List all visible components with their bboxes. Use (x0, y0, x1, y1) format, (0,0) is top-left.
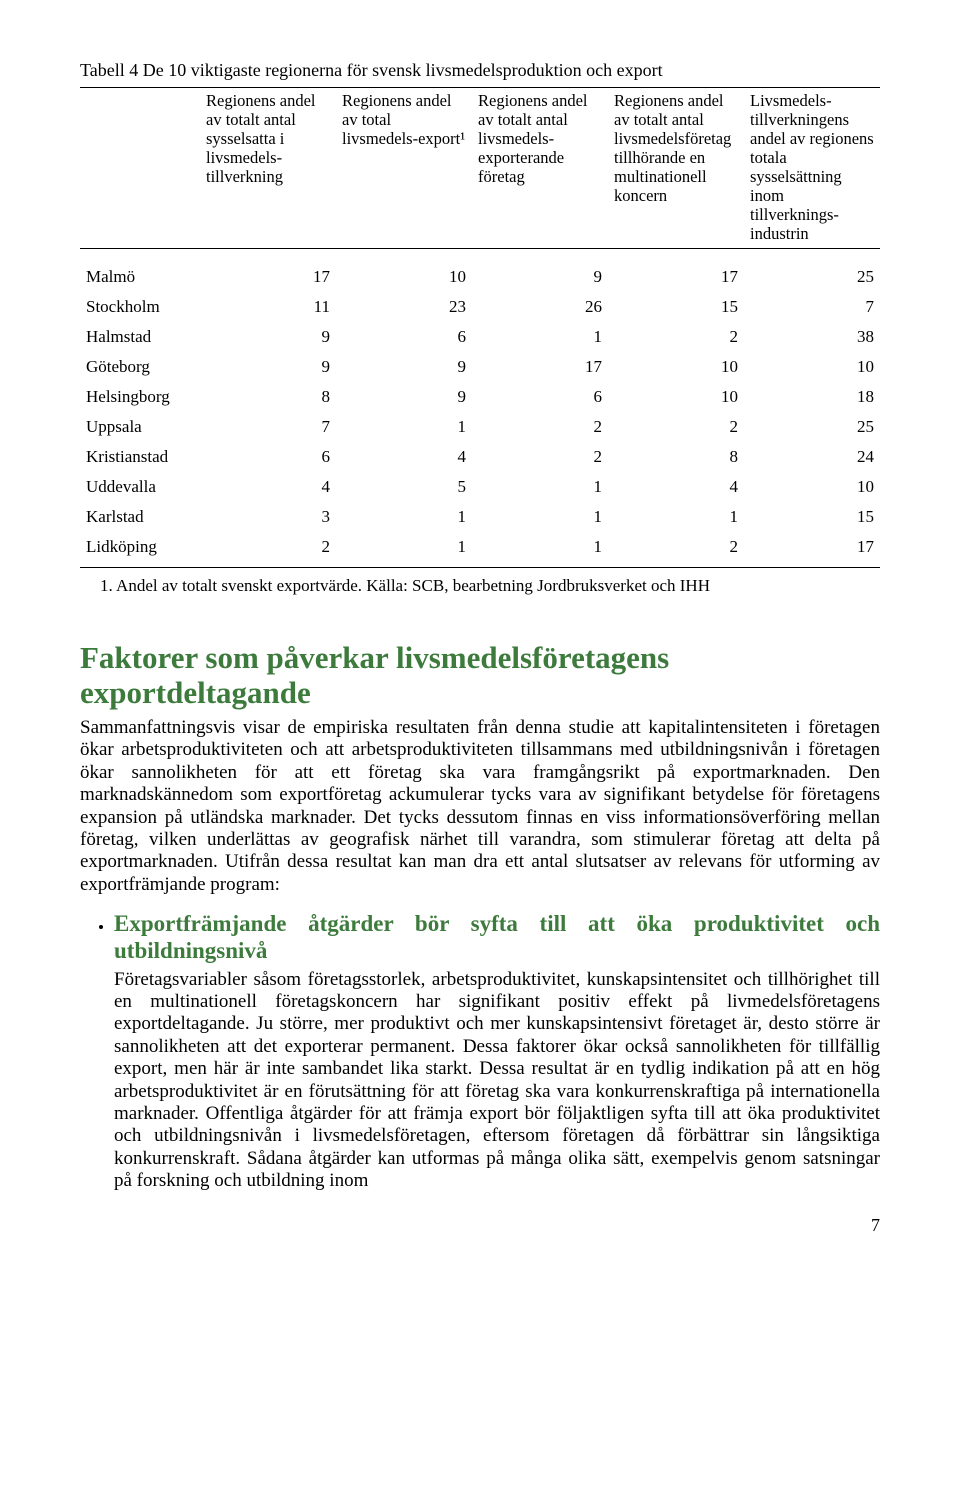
value-cell: 9 (200, 322, 336, 352)
value-cell: 17 (472, 352, 608, 382)
value-cell: 9 (336, 382, 472, 412)
bullet-body-text: Företagsvariabler såsom företagsstorlek,… (114, 969, 880, 1193)
value-cell: 2 (200, 532, 336, 568)
value-cell: 2 (608, 412, 744, 442)
value-cell: 1 (608, 502, 744, 532)
table-row: Kristianstad642824 (80, 442, 880, 472)
value-cell: 4 (336, 442, 472, 472)
table-row: Helsingborg8961018 (80, 382, 880, 412)
value-cell: 8 (608, 442, 744, 472)
header-col-2: Regionens andel av total livsmedels-expo… (336, 88, 472, 249)
table-row: Malmö171091725 (80, 257, 880, 292)
region-name-cell: Uppsala (80, 412, 200, 442)
table-row: Karlstad311115 (80, 502, 880, 532)
region-name-cell: Halmstad (80, 322, 200, 352)
value-cell: 11 (200, 292, 336, 322)
region-name-cell: Helsingborg (80, 382, 200, 412)
value-cell: 1 (472, 472, 608, 502)
value-cell: 15 (744, 502, 880, 532)
value-cell: 17 (200, 257, 336, 292)
header-col-5: Livsmedels-tillverkningens andel av regi… (744, 88, 880, 249)
table-row: Halmstad961238 (80, 322, 880, 352)
value-cell: 1 (336, 532, 472, 568)
value-cell: 9 (472, 257, 608, 292)
document-page: Tabell 4 De 10 viktigaste regionerna för… (0, 0, 960, 1276)
value-cell: 6 (472, 382, 608, 412)
table-row: Göteborg99171010 (80, 352, 880, 382)
value-cell: 1 (336, 412, 472, 442)
region-name-cell: Kristianstad (80, 442, 200, 472)
bullet-heading: Exportfrämjande åtgärder bör syfta till … (114, 910, 880, 964)
table-row: Uppsala712225 (80, 412, 880, 442)
value-cell: 5 (336, 472, 472, 502)
value-cell: 10 (608, 382, 744, 412)
value-cell: 25 (744, 412, 880, 442)
value-cell: 1 (336, 502, 472, 532)
value-cell: 15 (608, 292, 744, 322)
value-cell: 26 (472, 292, 608, 322)
data-table: Regionens andel av totalt antal sysselsa… (80, 87, 880, 568)
header-empty (80, 88, 200, 249)
value-cell: 2 (472, 442, 608, 472)
value-cell: 10 (744, 472, 880, 502)
value-cell: 9 (336, 352, 472, 382)
region-name-cell: Uddevalla (80, 472, 200, 502)
value-cell: 25 (744, 257, 880, 292)
region-name-cell: Karlstad (80, 502, 200, 532)
table-row: Lidköping211217 (80, 532, 880, 568)
value-cell: 4 (200, 472, 336, 502)
value-cell: 2 (608, 532, 744, 568)
value-cell: 9 (200, 352, 336, 382)
value-cell: 24 (744, 442, 880, 472)
value-cell: 1 (472, 502, 608, 532)
value-cell: 6 (336, 322, 472, 352)
value-cell: 1 (472, 322, 608, 352)
page-number: 7 (80, 1215, 880, 1236)
header-col-4: Regionens andel av totalt antal livsmede… (608, 88, 744, 249)
value-cell: 10 (608, 352, 744, 382)
region-name-cell: Lidköping (80, 532, 200, 568)
value-cell: 10 (744, 352, 880, 382)
region-name-cell: Malmö (80, 257, 200, 292)
header-col-1: Regionens andel av totalt antal sysselsa… (200, 88, 336, 249)
table-header-row: Regionens andel av totalt antal sysselsa… (80, 88, 880, 249)
value-cell: 17 (608, 257, 744, 292)
table-spacer (80, 248, 880, 257)
value-cell: 10 (336, 257, 472, 292)
region-name-cell: Göteborg (80, 352, 200, 382)
value-cell: 7 (744, 292, 880, 322)
value-cell: 6 (200, 442, 336, 472)
value-cell: 4 (608, 472, 744, 502)
section-heading: Faktorer som påverkar livsmedelsföretage… (80, 640, 880, 711)
value-cell: 3 (200, 502, 336, 532)
value-cell: 7 (200, 412, 336, 442)
bullet-list: Exportfrämjande åtgärder bör syfta till … (80, 910, 880, 1192)
table-row: Uddevalla451410 (80, 472, 880, 502)
value-cell: 8 (200, 382, 336, 412)
table-title: Tabell 4 De 10 viktigaste regionerna för… (80, 60, 880, 81)
value-cell: 2 (608, 322, 744, 352)
value-cell: 1 (472, 532, 608, 568)
value-cell: 17 (744, 532, 880, 568)
header-col-3: Regionens andel av totalt antal livsmede… (472, 88, 608, 249)
table-footnote: 1. Andel av totalt svenskt exportvärde. … (100, 576, 880, 596)
bullet-item: Exportfrämjande åtgärder bör syfta till … (114, 910, 880, 1192)
value-cell: 23 (336, 292, 472, 322)
section-body-paragraph: Sammanfattningsvis visar de empiriska re… (80, 717, 880, 896)
value-cell: 2 (472, 412, 608, 442)
region-name-cell: Stockholm (80, 292, 200, 322)
table-row: Stockholm112326157 (80, 292, 880, 322)
value-cell: 38 (744, 322, 880, 352)
value-cell: 18 (744, 382, 880, 412)
